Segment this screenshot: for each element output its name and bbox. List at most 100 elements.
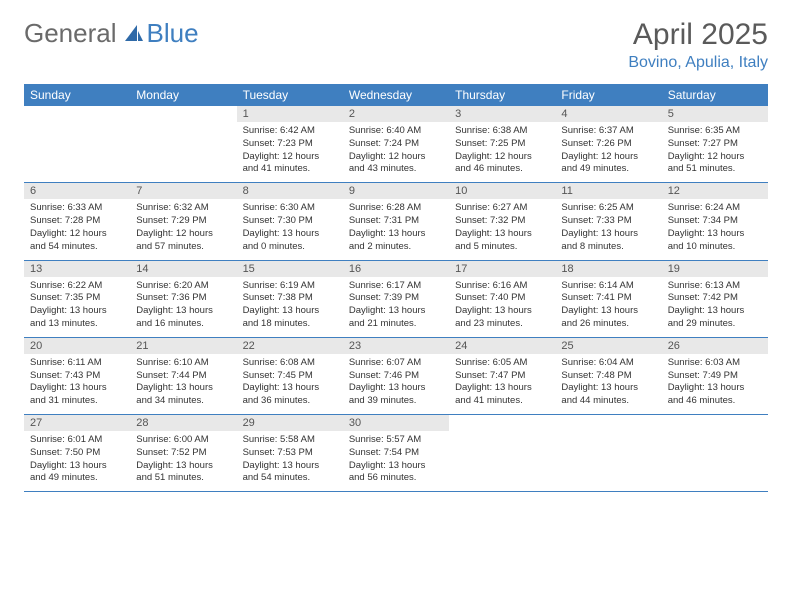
day-number: 10 <box>449 183 555 199</box>
sunrise-text: Sunrise: 6:32 AM <box>136 202 230 215</box>
day-cell: 16Sunrise: 6:17 AMSunset: 7:39 PMDayligh… <box>343 260 449 337</box>
logo-sail-icon <box>123 23 145 45</box>
dow-friday: Friday <box>555 84 661 106</box>
day-cell <box>662 415 768 492</box>
dow-row: Sunday Monday Tuesday Wednesday Thursday… <box>24 84 768 106</box>
dow-tuesday: Tuesday <box>237 84 343 106</box>
sunset-text: Sunset: 7:24 PM <box>349 138 443 151</box>
day-body: Sunrise: 6:13 AMSunset: 7:42 PMDaylight:… <box>662 277 768 337</box>
day-number: 22 <box>237 338 343 354</box>
day-cell <box>24 106 130 183</box>
location: Bovino, Apulia, Italy <box>628 54 768 72</box>
day-number: 30 <box>343 415 449 431</box>
day-cell: 6Sunrise: 6:33 AMSunset: 7:28 PMDaylight… <box>24 183 130 260</box>
daylight-text: Daylight: 13 hours and 36 minutes. <box>243 382 337 408</box>
day-body: Sunrise: 6:38 AMSunset: 7:25 PMDaylight:… <box>449 122 555 182</box>
sunset-text: Sunset: 7:50 PM <box>30 447 124 460</box>
sunset-text: Sunset: 7:32 PM <box>455 215 549 228</box>
day-body: Sunrise: 6:30 AMSunset: 7:30 PMDaylight:… <box>237 199 343 259</box>
sunrise-text: Sunrise: 6:40 AM <box>349 125 443 138</box>
daylight-text: Daylight: 13 hours and 49 minutes. <box>30 460 124 486</box>
calendar-table: Sunday Monday Tuesday Wednesday Thursday… <box>24 84 768 492</box>
sunrise-text: Sunrise: 6:11 AM <box>30 357 124 370</box>
daylight-text: Daylight: 13 hours and 54 minutes. <box>243 460 337 486</box>
day-number: 19 <box>662 261 768 277</box>
sunrise-text: Sunrise: 6:25 AM <box>561 202 655 215</box>
daylight-text: Daylight: 13 hours and 13 minutes. <box>30 305 124 331</box>
sunset-text: Sunset: 7:44 PM <box>136 370 230 383</box>
sunset-text: Sunset: 7:42 PM <box>668 292 762 305</box>
day-body: Sunrise: 6:16 AMSunset: 7:40 PMDaylight:… <box>449 277 555 337</box>
daylight-text: Daylight: 13 hours and 10 minutes. <box>668 228 762 254</box>
header: General Blue April 2025 Bovino, Apulia, … <box>24 18 768 72</box>
sunrise-text: Sunrise: 5:57 AM <box>349 434 443 447</box>
sunrise-text: Sunrise: 6:13 AM <box>668 280 762 293</box>
sunset-text: Sunset: 7:40 PM <box>455 292 549 305</box>
day-number: 3 <box>449 106 555 122</box>
sunset-text: Sunset: 7:33 PM <box>561 215 655 228</box>
sunrise-text: Sunrise: 6:07 AM <box>349 357 443 370</box>
day-body: Sunrise: 6:07 AMSunset: 7:46 PMDaylight:… <box>343 354 449 414</box>
sunrise-text: Sunrise: 6:10 AM <box>136 357 230 370</box>
day-body: Sunrise: 6:08 AMSunset: 7:45 PMDaylight:… <box>237 354 343 414</box>
daylight-text: Daylight: 13 hours and 16 minutes. <box>136 305 230 331</box>
day-cell: 28Sunrise: 6:00 AMSunset: 7:52 PMDayligh… <box>130 415 236 492</box>
sunset-text: Sunset: 7:34 PM <box>668 215 762 228</box>
sunrise-text: Sunrise: 6:08 AM <box>243 357 337 370</box>
day-body: Sunrise: 6:22 AMSunset: 7:35 PMDaylight:… <box>24 277 130 337</box>
sunset-text: Sunset: 7:39 PM <box>349 292 443 305</box>
daylight-text: Daylight: 13 hours and 51 minutes. <box>136 460 230 486</box>
day-cell: 10Sunrise: 6:27 AMSunset: 7:32 PMDayligh… <box>449 183 555 260</box>
day-body: Sunrise: 6:25 AMSunset: 7:33 PMDaylight:… <box>555 199 661 259</box>
sunrise-text: Sunrise: 6:37 AM <box>561 125 655 138</box>
daylight-text: Daylight: 12 hours and 57 minutes. <box>136 228 230 254</box>
sunset-text: Sunset: 7:43 PM <box>30 370 124 383</box>
daylight-text: Daylight: 13 hours and 21 minutes. <box>349 305 443 331</box>
day-number: 9 <box>343 183 449 199</box>
day-body: Sunrise: 6:17 AMSunset: 7:39 PMDaylight:… <box>343 277 449 337</box>
day-cell: 14Sunrise: 6:20 AMSunset: 7:36 PMDayligh… <box>130 260 236 337</box>
day-number: 1 <box>237 106 343 122</box>
day-body: Sunrise: 6:33 AMSunset: 7:28 PMDaylight:… <box>24 199 130 259</box>
day-number: 23 <box>343 338 449 354</box>
week-row: 6Sunrise: 6:33 AMSunset: 7:28 PMDaylight… <box>24 183 768 260</box>
day-cell: 20Sunrise: 6:11 AMSunset: 7:43 PMDayligh… <box>24 337 130 414</box>
day-body: Sunrise: 6:14 AMSunset: 7:41 PMDaylight:… <box>555 277 661 337</box>
day-number: 8 <box>237 183 343 199</box>
daylight-text: Daylight: 13 hours and 8 minutes. <box>561 228 655 254</box>
day-number: 14 <box>130 261 236 277</box>
day-cell: 17Sunrise: 6:16 AMSunset: 7:40 PMDayligh… <box>449 260 555 337</box>
day-cell: 8Sunrise: 6:30 AMSunset: 7:30 PMDaylight… <box>237 183 343 260</box>
day-cell: 9Sunrise: 6:28 AMSunset: 7:31 PMDaylight… <box>343 183 449 260</box>
day-number: 7 <box>130 183 236 199</box>
sunset-text: Sunset: 7:30 PM <box>243 215 337 228</box>
day-body: Sunrise: 6:27 AMSunset: 7:32 PMDaylight:… <box>449 199 555 259</box>
day-body: Sunrise: 6:03 AMSunset: 7:49 PMDaylight:… <box>662 354 768 414</box>
sunset-text: Sunset: 7:31 PM <box>349 215 443 228</box>
sunrise-text: Sunrise: 6:19 AM <box>243 280 337 293</box>
day-number: 15 <box>237 261 343 277</box>
daylight-text: Daylight: 12 hours and 54 minutes. <box>30 228 124 254</box>
dow-sunday: Sunday <box>24 84 130 106</box>
sunrise-text: Sunrise: 6:05 AM <box>455 357 549 370</box>
daylight-text: Daylight: 13 hours and 44 minutes. <box>561 382 655 408</box>
week-row: 13Sunrise: 6:22 AMSunset: 7:35 PMDayligh… <box>24 260 768 337</box>
day-number: 21 <box>130 338 236 354</box>
daylight-text: Daylight: 13 hours and 26 minutes. <box>561 305 655 331</box>
day-body: Sunrise: 6:20 AMSunset: 7:36 PMDaylight:… <box>130 277 236 337</box>
sunset-text: Sunset: 7:46 PM <box>349 370 443 383</box>
day-cell: 5Sunrise: 6:35 AMSunset: 7:27 PMDaylight… <box>662 106 768 183</box>
sunrise-text: Sunrise: 6:27 AM <box>455 202 549 215</box>
day-cell: 26Sunrise: 6:03 AMSunset: 7:49 PMDayligh… <box>662 337 768 414</box>
sunrise-text: Sunrise: 6:30 AM <box>243 202 337 215</box>
sunset-text: Sunset: 7:53 PM <box>243 447 337 460</box>
sunrise-text: Sunrise: 6:16 AM <box>455 280 549 293</box>
day-number: 20 <box>24 338 130 354</box>
week-row: 27Sunrise: 6:01 AMSunset: 7:50 PMDayligh… <box>24 415 768 492</box>
daylight-text: Daylight: 13 hours and 34 minutes. <box>136 382 230 408</box>
day-cell: 12Sunrise: 6:24 AMSunset: 7:34 PMDayligh… <box>662 183 768 260</box>
sunset-text: Sunset: 7:49 PM <box>668 370 762 383</box>
daylight-text: Daylight: 13 hours and 2 minutes. <box>349 228 443 254</box>
day-body: Sunrise: 6:42 AMSunset: 7:23 PMDaylight:… <box>237 122 343 182</box>
day-cell: 19Sunrise: 6:13 AMSunset: 7:42 PMDayligh… <box>662 260 768 337</box>
